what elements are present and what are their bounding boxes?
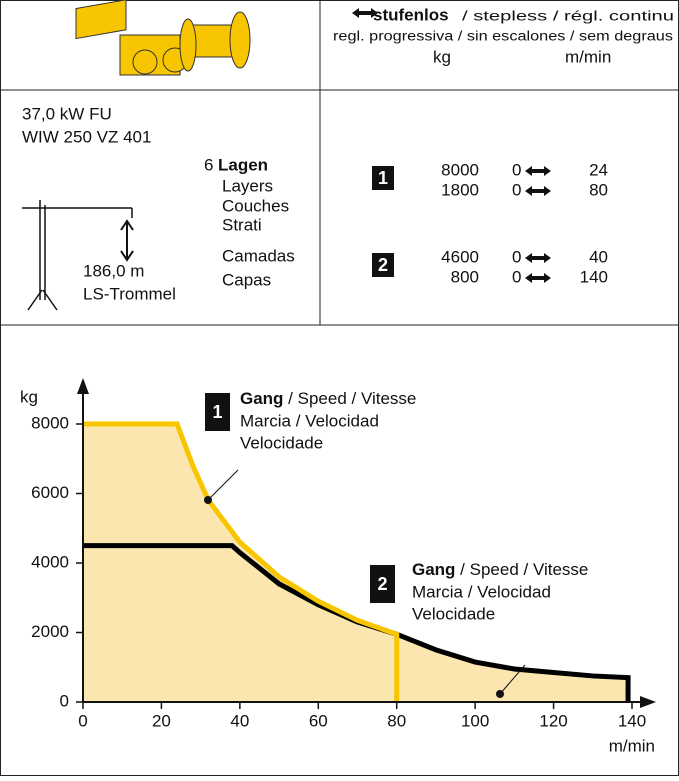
annotation: Marcia / Velocidad: [412, 582, 551, 601]
speed-max: 24: [589, 160, 608, 179]
badge-number: 2: [378, 255, 388, 275]
annotation: Gang / Speed / Vitesse: [240, 389, 416, 408]
x-tick-label: 120: [539, 711, 567, 730]
datasheet: stufenlos / stepless / régl. continu reg…: [0, 0, 679, 776]
y-tick-label: 2000: [31, 622, 69, 641]
layer: Couches: [222, 196, 289, 215]
speed-max: 40: [589, 247, 608, 266]
badge-number: 1: [212, 402, 222, 422]
header-bold: stufenlos: [373, 5, 449, 24]
annotation-bold: Gang: [412, 560, 455, 579]
layer: Strati: [222, 215, 262, 234]
y-tick-label: 4000: [31, 552, 69, 571]
spec: LS-Trommel: [83, 284, 176, 303]
y-tick-label: 6000: [31, 483, 69, 502]
speed-min: 0: [512, 267, 521, 286]
badge-number: 1: [378, 168, 388, 188]
x-tick-label: 40: [230, 711, 249, 730]
annotation: Velocidade: [240, 433, 323, 452]
load: 800: [451, 267, 479, 286]
unit: kg: [433, 47, 451, 66]
annotation: Gang / Speed / Vitesse: [412, 560, 588, 579]
spec: 6: [204, 155, 213, 174]
header-text: regl. progressiva / sin escalones / sem …: [333, 29, 673, 44]
speed-min: 0: [512, 180, 521, 199]
x-tick-label: 80: [387, 711, 406, 730]
y-tick-label: 0: [60, 691, 69, 710]
load: 8000: [441, 160, 479, 179]
y-tick-label: 8000: [31, 413, 69, 432]
spec: 186,0 m: [83, 261, 144, 280]
spec: WIW 250 VZ 401: [22, 127, 151, 146]
x-tick-label: 60: [309, 711, 328, 730]
unit: m/min: [565, 47, 611, 66]
load: 4600: [441, 247, 479, 266]
badge-number: 2: [377, 574, 387, 594]
load: 1800: [441, 180, 479, 199]
layer: Capas: [222, 270, 271, 289]
x-tick-label: 100: [461, 711, 489, 730]
annotation-text: / Speed / Vitesse: [455, 560, 588, 579]
layer: Camadas: [222, 246, 295, 265]
annotation-text: / Speed / Vitesse: [283, 389, 416, 408]
spec: 37,0 kW FU: [22, 104, 112, 123]
speed-min: 0: [512, 160, 521, 179]
annotation-bold: Gang: [240, 389, 283, 408]
x-tick-label: 20: [152, 711, 171, 730]
y-axis-label: kg: [20, 387, 38, 406]
speed-min: 0: [512, 247, 521, 266]
speed-max: 140: [580, 267, 608, 286]
x-tick-label: 0: [78, 711, 87, 730]
x-axis-label: m/min: [609, 736, 655, 755]
annotation: Velocidade: [412, 604, 495, 623]
speed-max: 80: [589, 180, 608, 199]
layer: Layers: [222, 176, 273, 195]
header-text: / stepless / régl. continu: [462, 9, 674, 24]
annotation: Marcia / Velocidad: [240, 411, 379, 430]
x-tick-label: 140: [618, 711, 646, 730]
layer-bold: Lagen: [218, 155, 268, 174]
